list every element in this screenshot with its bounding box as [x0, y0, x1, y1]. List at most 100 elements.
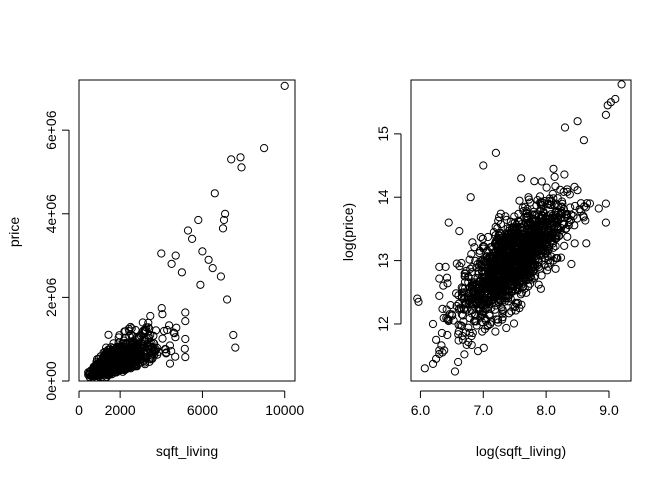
data-point-right [438, 348, 447, 357]
data-point-right [581, 203, 590, 212]
data-point-right [491, 240, 500, 249]
data-point-right [545, 241, 554, 250]
data-point-right [515, 268, 525, 277]
data-point-right [483, 254, 492, 263]
data-point-right [493, 249, 502, 258]
data-point-right [542, 183, 551, 192]
data-point-right [428, 319, 438, 329]
data-point-right [481, 281, 490, 290]
data-point-right [551, 231, 560, 240]
data-point-left [180, 344, 189, 353]
data-point-left [177, 268, 186, 277]
data-point-right [531, 254, 541, 263]
data-point-right [601, 199, 611, 208]
data-point-right [509, 225, 518, 234]
data-point-right [510, 302, 520, 312]
data-point-left [119, 365, 128, 374]
data-point-left [147, 339, 156, 348]
data-point-right [500, 237, 509, 246]
data-point-right [582, 239, 591, 248]
data-point-right [443, 330, 452, 340]
data-point-right [530, 177, 539, 186]
data-point-right [520, 284, 529, 293]
data-point-right [509, 319, 519, 328]
data-point-right [573, 117, 582, 126]
data-point-left [134, 349, 143, 358]
data-point-left [229, 330, 238, 340]
data-point-right [467, 284, 476, 294]
data-point-right [441, 262, 450, 271]
data-point-right [553, 194, 562, 203]
data-point-right [460, 350, 469, 359]
data-point-right [503, 265, 512, 274]
data-point-right [454, 330, 463, 339]
data-point-right [562, 224, 571, 233]
data-point-right [553, 217, 563, 226]
data-point-right [509, 271, 518, 280]
data-point-right [443, 314, 452, 324]
data-point-right [495, 238, 505, 248]
data-point-left [136, 358, 145, 367]
data-point-right [454, 305, 463, 314]
x-axis-label-right: log(sqft_living) [476, 443, 566, 459]
data-point-right [475, 306, 484, 315]
x-tick-label-left: 10000 [265, 402, 304, 418]
data-point-right [420, 364, 429, 373]
data-point-right [550, 172, 559, 181]
data-point-left [165, 359, 175, 368]
data-point-right [567, 259, 576, 269]
data-point-right [521, 202, 530, 211]
data-point-right [489, 248, 499, 257]
data-point-right [570, 221, 579, 230]
data-point-right [480, 314, 489, 323]
data-point-right [478, 300, 487, 309]
data-point-right [449, 316, 458, 325]
data-point-right [562, 210, 571, 219]
data-point-right [563, 232, 572, 241]
data-point-right [470, 243, 479, 252]
data-point-right [511, 227, 520, 236]
data-point-right [498, 307, 508, 316]
data-point-left [113, 360, 122, 369]
data-point-left [142, 323, 151, 332]
y-tick-label-left: 0e+00 [43, 361, 59, 401]
y-tick-label-left: 2e+06 [43, 278, 59, 318]
data-point-right [465, 328, 474, 337]
data-point-right [502, 323, 511, 333]
data-point-left [95, 370, 105, 379]
data-point-right [471, 316, 480, 326]
data-point-right [435, 291, 444, 300]
data-point-right [498, 313, 507, 322]
x-axis-right: 6.0 7.0 8.0 9.0 [411, 390, 619, 418]
data-point-right [438, 304, 447, 313]
data-point-right [514, 252, 523, 261]
data-point-left [134, 352, 143, 362]
data-point-left [165, 321, 174, 330]
data-point-right [469, 281, 478, 290]
data-point-left [159, 326, 169, 336]
data-point-right [479, 161, 488, 170]
data-point-right [513, 298, 523, 307]
data-point-right [468, 238, 477, 247]
data-point-right [565, 217, 574, 227]
data-point-right [467, 268, 476, 277]
data-point-right [463, 292, 472, 301]
data-point-right [537, 213, 546, 222]
data-point-left [171, 333, 180, 342]
data-point-right [544, 199, 553, 209]
data-point-right [442, 305, 451, 314]
x-tick-label-right: 7.0 [474, 402, 494, 418]
data-point-right [554, 202, 563, 211]
data-point-right [594, 204, 603, 213]
data-point-left [181, 353, 190, 362]
data-point-right [444, 218, 453, 227]
data-point-right [454, 336, 463, 345]
data-point-right [617, 80, 626, 89]
data-point-right [462, 266, 471, 276]
y-axis-left: 0e+00 2e+06 4e+06 6e+06 [43, 110, 70, 401]
data-point-left [106, 368, 116, 377]
data-point-left [204, 255, 213, 264]
data-point-left [85, 373, 94, 382]
data-point-left [210, 189, 219, 198]
